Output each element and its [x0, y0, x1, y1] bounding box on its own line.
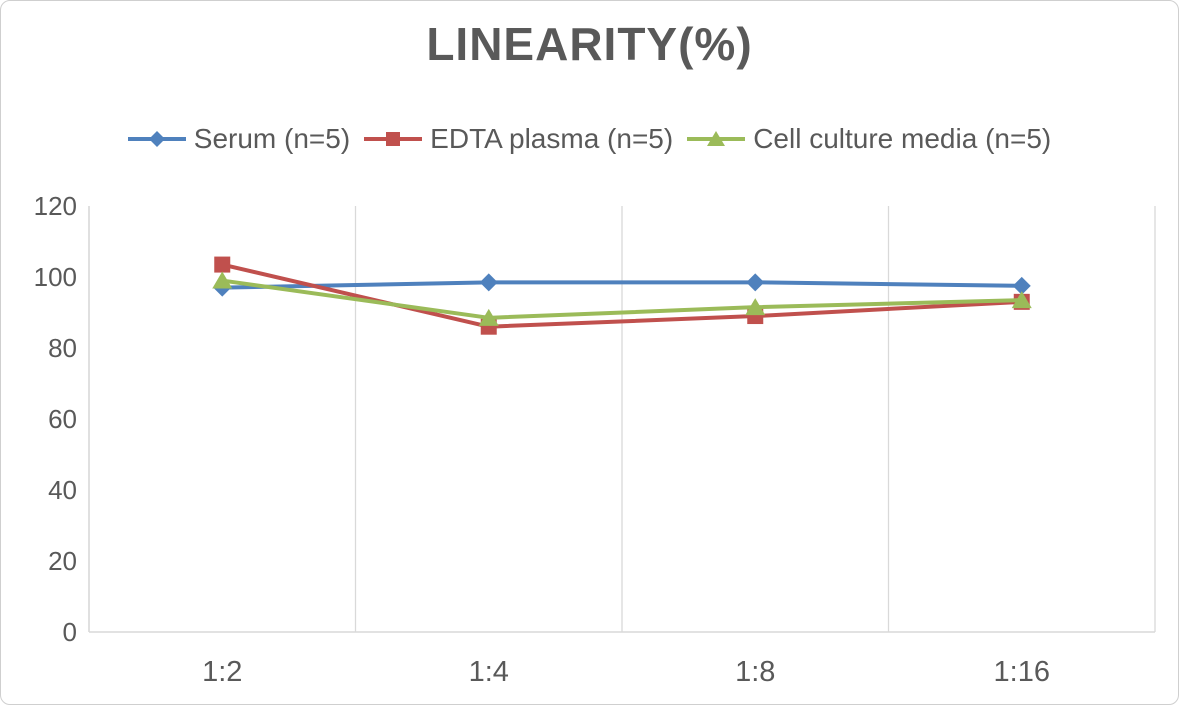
marker-triangle — [478, 308, 499, 326]
legend-label: Cell culture media (n=5) — [753, 123, 1052, 154]
chart-title: LINEARITY(%) — [426, 18, 753, 70]
y-tick-label: 100 — [34, 262, 77, 292]
legend-item: Cell culture media (n=5) — [687, 123, 1051, 155]
x-tick-label: 1:2 — [202, 656, 242, 688]
chart-legend: Serum (n=5) EDTA plasma (n=5) Cell culture… — [1, 123, 1178, 155]
x-tick-label: 1:8 — [735, 656, 775, 688]
series-line — [221, 262, 1022, 329]
marker-diamond — [479, 273, 498, 292]
y-tick-label: 80 — [48, 333, 77, 363]
marker-diamond — [746, 273, 765, 292]
legend-label: EDTA plasma (n=5) — [430, 123, 674, 154]
legend-item: Serum (n=5) — [127, 123, 351, 155]
y-tick-label: 20 — [48, 546, 77, 576]
marker-square — [214, 256, 231, 273]
marker-triangle — [1011, 291, 1032, 309]
legend-triangle-icon — [687, 131, 746, 146]
y-tick-label: 60 — [48, 404, 77, 434]
y-tick-label: 120 — [34, 191, 77, 221]
legend-item: EDTA plasma (n=5) — [364, 123, 673, 155]
legend-diamond-icon — [127, 131, 186, 147]
legend-label: Serum (n=5) — [193, 123, 351, 154]
legend-square-icon — [364, 132, 423, 146]
y-tick-label: 40 — [48, 475, 77, 505]
x-tick-label: 1:4 — [469, 656, 509, 688]
marker-triangle — [745, 298, 766, 316]
marker-triangle — [212, 271, 233, 289]
marker-diamond — [1012, 276, 1031, 295]
y-tick-label: 0 — [63, 617, 77, 647]
series-line — [221, 278, 1022, 320]
series-line — [222, 280, 1022, 290]
x-tick-label: 1:16 — [994, 656, 1050, 688]
